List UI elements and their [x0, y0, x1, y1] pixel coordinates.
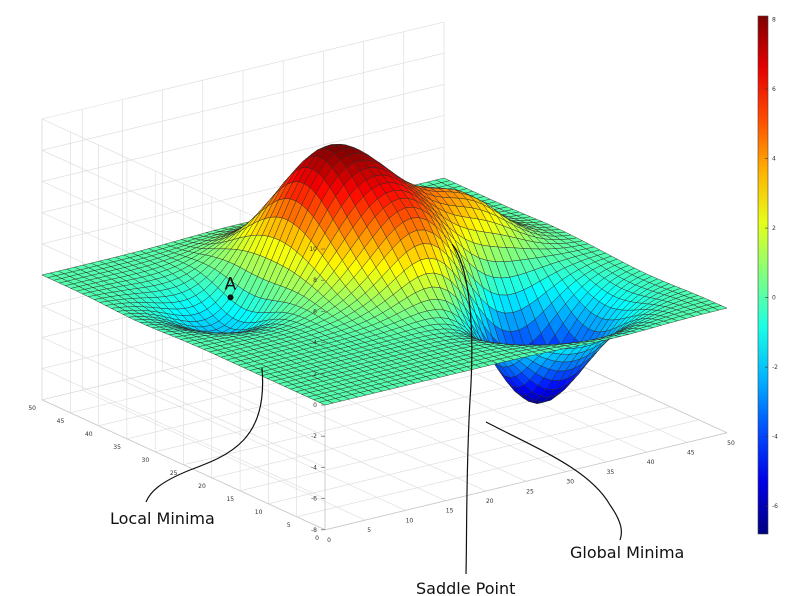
wall-grid-line	[41, 84, 445, 182]
x-axis-line	[324, 432, 728, 531]
floor-grid-line	[155, 354, 558, 453]
x-tick-label: 25	[526, 488, 534, 495]
colorbar-tick-label: 4	[772, 156, 776, 163]
x-tick-label: 10	[406, 517, 414, 524]
z-tick-label: 10	[309, 246, 317, 253]
wall-grid-line	[41, 337, 326, 468]
saddle-point-leader	[451, 243, 473, 575]
colorbar-tick-label: 8	[772, 16, 776, 23]
marker-a-label: A	[225, 274, 237, 294]
global-minima-leader	[485, 421, 622, 541]
marker-a-point	[227, 294, 234, 301]
z-tick-label: 6	[313, 308, 317, 315]
axis-ticks: -8 -6 -4 -2 0 2 4 6 8 10 0 5 10 15 20 25 30 35 40 45 50 0 5 10 1…	[28, 246, 735, 544]
y-tick-label: 10	[255, 509, 263, 516]
x-tick-label: 5	[367, 527, 371, 534]
annotation-leaders	[145, 243, 622, 575]
x-tick-label: 40	[647, 459, 655, 466]
y-tick-label: 0	[315, 535, 319, 542]
colorbar-tick-label: 2	[772, 225, 776, 232]
local-minima-leader	[145, 367, 264, 503]
marker-group: A	[225, 274, 237, 301]
y-tick-label: 15	[226, 496, 234, 503]
colorbar-tick-label: 6	[772, 86, 776, 93]
y-tick-label: 45	[57, 418, 65, 425]
wall-grid-line	[41, 21, 445, 120]
y-tick-label: 20	[198, 483, 206, 490]
surface-patch	[712, 305, 728, 311]
z-tick-label: 4	[313, 340, 317, 347]
z-tick-label: 8	[313, 277, 317, 284]
x-tick-label: 30	[566, 479, 574, 486]
x-tick-label: 35	[607, 469, 615, 476]
y-tick-label: 50	[28, 405, 36, 412]
y-tick-label: 30	[142, 457, 150, 464]
wall-grid-line	[41, 115, 445, 213]
local-minima-label: Local Minima	[110, 509, 215, 528]
wall-grid-line	[41, 305, 326, 437]
colorbar-tick-label: 0	[772, 295, 776, 302]
x-tick-label: 45	[687, 450, 695, 457]
surface-mesh	[41, 143, 728, 406]
colorbar-gradient	[757, 15, 769, 535]
wall-grid-line	[41, 52, 445, 151]
y-tick-label: 40	[85, 431, 93, 438]
global-minima-label: Global Minima	[570, 543, 684, 562]
x-tick-label: 20	[486, 498, 494, 505]
y-tick-label: 25	[170, 470, 178, 477]
colorbar: 8 6 4 2 0 -2 -4 -6	[757, 15, 778, 535]
colorbar-tick-label: -6	[772, 503, 778, 510]
z-tick-label: -8	[311, 527, 317, 534]
x-tick-label: 0	[327, 537, 331, 544]
z-tick-label: -2	[311, 433, 317, 440]
colorbar-tick-label: -2	[772, 364, 778, 371]
z-tick-label: 2	[313, 371, 317, 378]
z-tick-label: 0	[313, 402, 317, 409]
x-tick-label: 15	[446, 508, 454, 515]
saddle-point-label: Saddle Point	[416, 579, 515, 596]
wall-grid-line	[41, 368, 326, 499]
z-tick-label: -4	[311, 464, 317, 471]
y-axis-line	[41, 399, 326, 531]
colorbar-tick-label: -4	[772, 434, 778, 441]
x-tick-label: 50	[727, 440, 735, 447]
y-tick-label: 35	[113, 444, 121, 451]
z-tick-label: -6	[311, 496, 317, 503]
y-tick-label: 5	[287, 522, 291, 529]
